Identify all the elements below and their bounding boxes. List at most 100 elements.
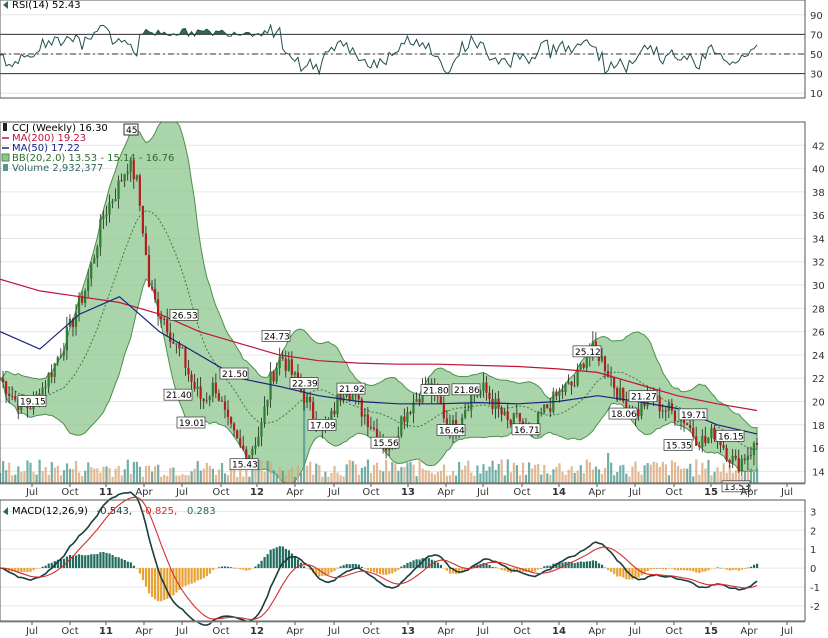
candle-body — [749, 455, 753, 457]
callout-box — [169, 309, 199, 321]
date-label: Jul — [327, 487, 340, 498]
date-label: Oct — [212, 487, 229, 498]
candle-body — [576, 369, 579, 386]
macd-histogram-bar — [746, 567, 750, 569]
volume-bar — [236, 476, 239, 483]
volume-bar — [445, 475, 449, 483]
macd-frame — [0, 499, 806, 622]
candle-body — [96, 247, 99, 258]
macd-histogram-bar — [50, 562, 53, 569]
macd-histogram-bar — [330, 568, 333, 573]
candle-body — [406, 412, 409, 423]
date-label: Jul — [25, 487, 38, 498]
volume-bar — [59, 475, 63, 483]
volume-bar — [245, 469, 248, 483]
volume-bar — [278, 466, 281, 483]
volume-bar — [491, 460, 494, 483]
candle-body — [50, 372, 53, 377]
macd-histogram-bar — [451, 568, 455, 574]
callout-label: 15.56 — [373, 439, 399, 449]
macd-histogram-bar — [205, 568, 208, 577]
macd-histogram-bar — [96, 554, 99, 569]
macd-histogram-bar — [488, 564, 491, 569]
candle-body — [375, 428, 379, 442]
candle-body — [695, 436, 698, 446]
volume-bar — [360, 467, 363, 483]
volume-bar — [506, 459, 509, 483]
date-label: Apr — [740, 487, 758, 498]
volume-bar — [357, 474, 360, 483]
volume-bar — [208, 465, 211, 483]
candle-body — [643, 402, 646, 407]
candle-body — [275, 367, 278, 382]
price-callout: 19.15 — [17, 395, 47, 407]
date-label: 12 — [250, 487, 264, 498]
callout-box — [663, 439, 693, 451]
macd-histogram-bar — [707, 568, 710, 571]
candle-body — [74, 313, 78, 327]
macd-histogram-bar — [75, 555, 78, 569]
price-legend-item: Volume 2,932,377 — [3, 163, 103, 174]
macd-histogram-bar — [436, 562, 439, 569]
macd-tick-label: 1 — [810, 545, 816, 556]
volume-bar — [315, 463, 318, 483]
candle-body — [220, 400, 224, 402]
volume-bar — [655, 462, 658, 483]
volume-bar — [254, 463, 257, 483]
candle-body — [156, 299, 160, 317]
macd-histogram-bar — [363, 568, 367, 569]
date-label: Oct — [61, 626, 78, 637]
macd-histogram-bar — [41, 566, 44, 569]
rsi-tick-label: 90 — [810, 11, 823, 22]
macd-histogram-bar — [315, 568, 318, 576]
candle-body — [284, 358, 287, 371]
candle-body — [126, 171, 129, 174]
macd-histogram-bar — [521, 568, 525, 572]
candle-body — [8, 393, 11, 396]
volume-bar — [23, 471, 26, 483]
macd-histogram-bar — [683, 568, 686, 571]
volume-bar — [26, 460, 29, 483]
volume-bar — [75, 461, 78, 483]
callout-label: 21.50 — [222, 370, 248, 380]
candle-body — [272, 371, 275, 382]
date-label: Jul — [780, 626, 793, 637]
volume-bar — [32, 472, 35, 483]
candle-body — [239, 438, 242, 446]
macd-histogram-bar — [68, 555, 72, 569]
price-frame — [0, 121, 806, 484]
macd-histogram-bar — [20, 568, 23, 573]
date-label: Oct — [665, 626, 682, 637]
callout-label: 17.09 — [310, 421, 336, 431]
macd-histogram-bar — [485, 563, 488, 569]
macd-histogram-bar — [634, 568, 637, 579]
macd-histogram-bar — [336, 567, 339, 569]
price-tick-label: 42 — [812, 141, 825, 152]
volume-bar — [339, 475, 342, 483]
volume-bar — [227, 475, 230, 483]
volume-bar — [120, 475, 123, 483]
volume-bar — [114, 468, 117, 483]
volume-bar — [151, 471, 154, 483]
macd-histogram-bar — [360, 566, 363, 569]
candle-body — [330, 410, 333, 424]
rsi-legend: RSI(14) 52.43 — [3, 0, 81, 11]
callout-box — [261, 330, 291, 342]
callout-box — [176, 416, 206, 429]
volume-bar — [756, 468, 759, 483]
candle-body — [461, 417, 464, 425]
price-callout: 26.53 — [169, 309, 199, 321]
callout-box — [289, 377, 319, 390]
macd-histogram-bar — [318, 568, 321, 577]
candle-body — [755, 442, 759, 445]
macd-histogram-bar — [251, 568, 254, 569]
volume-bar — [84, 470, 87, 483]
macd-histogram-bar — [546, 565, 549, 569]
volume-bar — [634, 461, 637, 483]
macd-histogram-bar — [236, 568, 239, 569]
volume-bar — [342, 476, 345, 483]
date-label: 15 — [704, 487, 718, 498]
volume-bar — [11, 475, 14, 483]
macd-histogram-bar — [278, 546, 281, 569]
